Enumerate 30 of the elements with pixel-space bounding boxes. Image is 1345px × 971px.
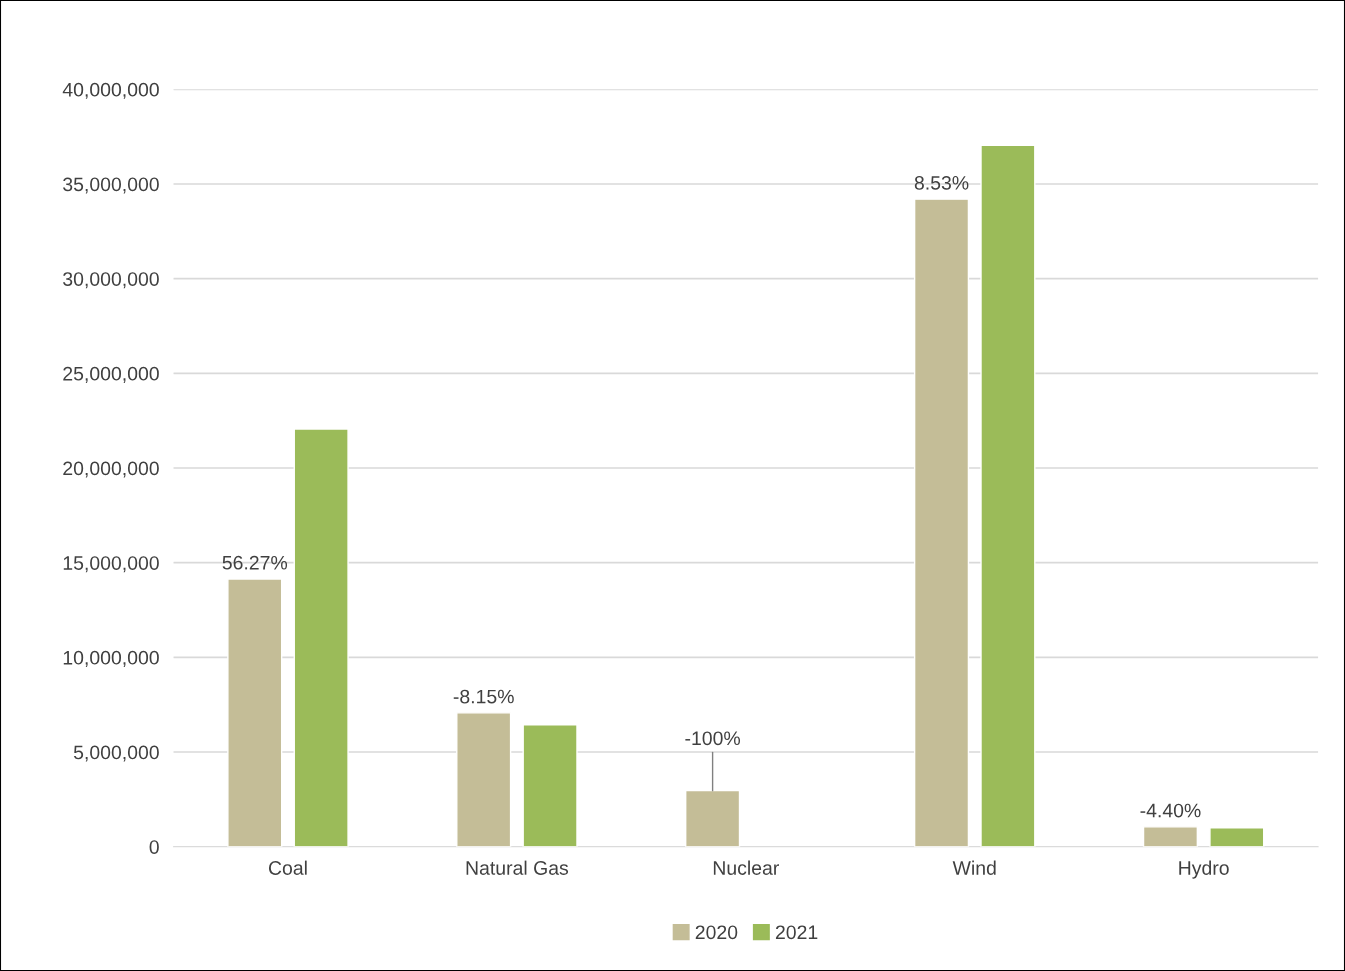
x-tick-label: Coal bbox=[268, 860, 307, 875]
annotation: -100% bbox=[685, 731, 741, 746]
y-tick-label: 10,000,000 bbox=[63, 650, 159, 667]
bar bbox=[293, 428, 349, 847]
annotation: 8.53% bbox=[914, 175, 969, 190]
x-tick-label: Nuclear bbox=[713, 860, 779, 875]
y-tick-label: 30,000,000 bbox=[63, 272, 159, 289]
legend-label: 2020 bbox=[695, 925, 738, 940]
bar bbox=[522, 724, 578, 847]
bar bbox=[685, 789, 741, 847]
y-tick-label: 0 bbox=[149, 840, 159, 854]
y-tick-label: 15,000,000 bbox=[63, 556, 159, 573]
y-tick-label: 20,000,000 bbox=[63, 461, 159, 478]
annotation: -4.40% bbox=[1140, 803, 1201, 818]
bar bbox=[913, 198, 970, 847]
annotation: 56.27% bbox=[222, 555, 288, 570]
bar bbox=[980, 144, 1036, 847]
y-tick-label: 25,000,000 bbox=[63, 366, 159, 383]
bar bbox=[1209, 827, 1265, 847]
bar bbox=[1142, 826, 1199, 847]
legend-label: 2021 bbox=[775, 925, 818, 940]
y-tick-label: 5,000,000 bbox=[73, 745, 159, 762]
x-tick-label: Wind bbox=[952, 860, 996, 875]
x-tick-label: Natural Gas bbox=[466, 860, 569, 875]
x-tick-label: Hydro bbox=[1179, 860, 1229, 879]
y-tick-label: 40,000,000 bbox=[62, 82, 159, 99]
bar bbox=[227, 578, 283, 847]
bar bbox=[456, 712, 512, 847]
y-tick-label: 35,000,000 bbox=[63, 177, 159, 194]
annotation: -8.15% bbox=[453, 689, 514, 704]
